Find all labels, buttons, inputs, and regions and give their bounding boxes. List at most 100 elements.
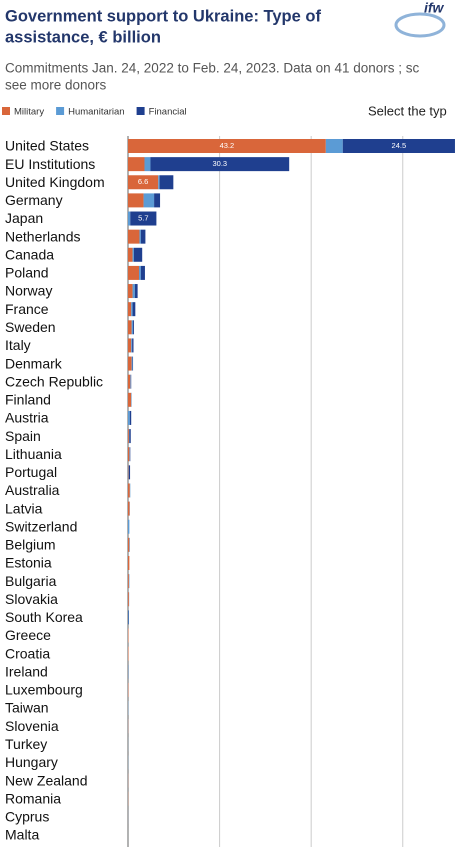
y-tick-label: United States xyxy=(5,138,89,154)
y-tick-label: EU Institutions xyxy=(5,156,95,172)
y-tick-label: Estonia xyxy=(5,555,52,571)
bar-segment xyxy=(128,302,132,317)
y-tick-label: Sweden xyxy=(5,319,56,335)
y-tick-label: Taiwan xyxy=(5,700,49,716)
y-tick-label: Turkey xyxy=(5,736,47,752)
bar-segment xyxy=(128,320,132,335)
legend-label: Humanitarian xyxy=(68,107,125,118)
bar-segment xyxy=(128,429,129,444)
bar-segment xyxy=(128,483,130,498)
bar-segment xyxy=(158,175,160,190)
y-tick-label: Finland xyxy=(5,392,51,408)
bar-segment xyxy=(128,139,326,153)
bar-segment xyxy=(133,247,143,262)
bar-segment xyxy=(128,338,132,353)
bar-segment xyxy=(342,139,455,153)
bar-segment xyxy=(128,392,132,407)
y-tick-label: Switzerland xyxy=(5,518,77,534)
y-tick-label: South Korea xyxy=(5,609,83,625)
legend-label: Military xyxy=(14,107,44,118)
legend-label: Financial xyxy=(149,107,187,118)
bar-segment xyxy=(128,410,130,425)
bar-segment xyxy=(128,284,133,299)
y-tick-label: Ireland xyxy=(5,663,48,679)
legend-swatch xyxy=(56,107,65,115)
value-label: 43.2 xyxy=(220,141,235,150)
bar-segment xyxy=(128,175,159,190)
y-tick-label: Spain xyxy=(5,428,41,444)
y-tick-label: Romania xyxy=(5,790,61,806)
bar-segment xyxy=(131,320,134,335)
y-tick-label: Luxembourg xyxy=(5,682,83,698)
chart-title: Government support to Ukraine: Type of xyxy=(5,7,321,25)
bar-segment xyxy=(159,175,174,190)
bar-segment xyxy=(129,429,131,444)
y-tick-label: Australia xyxy=(5,482,60,498)
bar-segment xyxy=(133,320,134,335)
value-label: 24.5 xyxy=(392,141,407,150)
bar-segment xyxy=(128,374,131,389)
bar-segment xyxy=(134,284,138,299)
legend-swatch xyxy=(136,107,145,115)
bar-segment xyxy=(132,247,134,262)
y-tick-label: Belgium xyxy=(5,537,56,553)
bar-segment xyxy=(150,157,290,172)
bar-segment xyxy=(128,574,129,589)
bar-segment xyxy=(128,447,130,462)
y-tick-label: Lithuania xyxy=(5,446,62,462)
bar-segment xyxy=(132,338,134,353)
bar-segment xyxy=(128,519,130,534)
y-tick-label: Greece xyxy=(5,627,51,643)
bar-segment xyxy=(128,229,140,244)
type-selector[interactable]: Select the typ xyxy=(368,103,447,118)
y-tick-label: Austria xyxy=(5,410,49,426)
bar-segment xyxy=(144,157,151,172)
bar-segment xyxy=(128,465,131,480)
y-tick-label: Norway xyxy=(5,283,52,299)
y-tick-label: Portugal xyxy=(5,464,57,480)
y-tick-label: Slovenia xyxy=(5,718,59,734)
bar-segment xyxy=(140,265,145,280)
value-label: 5.7 xyxy=(138,214,148,223)
y-tick-label: United Kingdom xyxy=(5,174,105,190)
y-tick-label: Netherlands xyxy=(5,228,81,244)
bar-segment xyxy=(128,356,132,371)
value-label: 30.3 xyxy=(213,159,228,168)
logo-ring xyxy=(394,12,446,38)
bar-segment xyxy=(143,193,155,208)
bar-segment xyxy=(140,229,146,244)
y-tick-label: New Zealand xyxy=(5,772,88,788)
y-tick-label: Cyprus xyxy=(5,809,49,825)
bar-segment xyxy=(128,592,129,607)
bar-segment xyxy=(131,302,133,317)
logo: ifw xyxy=(394,0,446,38)
value-label: 6.6 xyxy=(138,177,148,186)
bar-segment xyxy=(128,537,130,552)
bar-segment xyxy=(138,265,141,280)
bar-segment xyxy=(131,356,133,371)
y-tick-label: Japan xyxy=(5,210,43,226)
bar-segment xyxy=(130,211,157,226)
y-tick-label: Latvia xyxy=(5,500,43,516)
y-tick-label: Slovakia xyxy=(5,591,58,607)
legend-swatch xyxy=(2,107,10,115)
bar-segment xyxy=(128,555,130,570)
subtitle: see more donors xyxy=(5,78,107,93)
y-tick-label: Malta xyxy=(5,827,39,843)
bar-segment xyxy=(131,338,133,353)
y-tick-label: Italy xyxy=(5,337,31,353)
bar-segment xyxy=(139,229,141,244)
y-tick-label: Canada xyxy=(5,246,54,262)
bar-segment xyxy=(128,157,145,172)
y-tick-label: Croatia xyxy=(5,645,50,661)
bar-segment xyxy=(325,139,343,153)
y-tick-label: Bulgaria xyxy=(5,573,57,589)
y-tick-label: Denmark xyxy=(5,355,63,371)
y-tick-label: Poland xyxy=(5,265,49,281)
subtitle: Commitments Jan. 24, 2022 to Feb. 24, 20… xyxy=(5,61,419,76)
y-tick-label: Germany xyxy=(5,192,63,208)
bar-segment xyxy=(128,501,130,516)
y-tick-label: Hungary xyxy=(5,754,58,770)
bar-segment xyxy=(128,265,139,280)
